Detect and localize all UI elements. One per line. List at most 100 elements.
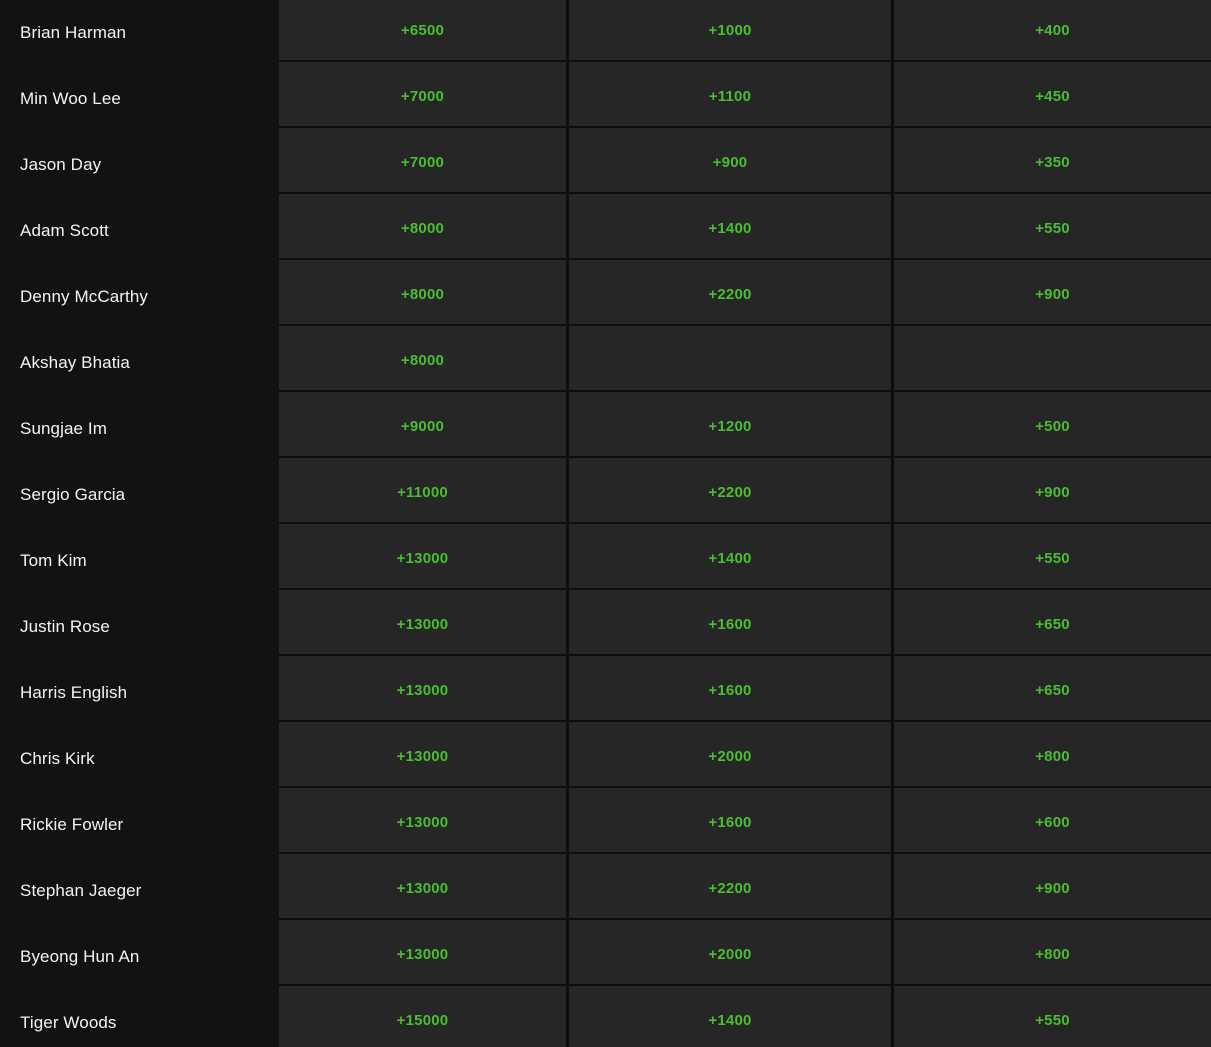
odds-cell[interactable]: +400 [894, 0, 1211, 62]
odds-cell[interactable]: +8000 [279, 194, 566, 260]
odds-value-label: +8000 [400, 285, 445, 303]
odds-value-label: +1600 [708, 813, 752, 831]
odds-cell[interactable]: +1000 [569, 0, 891, 62]
odds-cell[interactable]: +900 [569, 128, 891, 194]
odds-value-label: +13000 [396, 681, 449, 699]
player-row: Chris Kirk [0, 726, 279, 792]
odds-value-label: +1400 [708, 1011, 752, 1029]
player-name-label: Tiger Woods [20, 1013, 117, 1032]
odds-value-label: +2200 [708, 879, 752, 897]
odds-cell[interactable]: +13000 [279, 920, 566, 986]
odds-value-label: +13000 [396, 945, 449, 963]
odds-cell[interactable]: +13000 [279, 722, 566, 788]
odds-cell[interactable]: +13000 [279, 656, 566, 722]
player-name-label: Brian Harman [20, 23, 127, 42]
odds-cell[interactable]: +7000 [279, 128, 566, 194]
odds-cell[interactable]: +1200 [569, 392, 891, 458]
odds-cell[interactable]: +8000 [279, 260, 566, 326]
odds-value-label: +900 [1035, 879, 1070, 897]
odds-cell[interactable]: +500 [894, 392, 1211, 458]
odds-column-3: +400 +450 +350 +550 +900 +500 +900 +550 +650 +650… [894, 0, 1211, 1047]
odds-cell[interactable]: +1600 [569, 590, 891, 656]
player-name-label: Stephan Jaeger [20, 881, 142, 900]
player-name-label: Rickie Fowler [20, 815, 124, 834]
odds-column-2: +1000 +1100 +900 +1400 +2200 +1200 +2200 +1400 +… [569, 0, 891, 1047]
odds-cell-empty [569, 326, 891, 392]
odds-value-label: +8000 [400, 219, 445, 237]
odds-cell[interactable]: +13000 [279, 788, 566, 854]
odds-value-label: +1200 [708, 417, 752, 435]
odds-value-label: +2200 [708, 285, 752, 303]
player-name-label: Adam Scott [20, 221, 109, 240]
odds-cell[interactable]: +550 [894, 986, 1211, 1047]
player-row: Brian Harman [0, 0, 279, 66]
odds-cell[interactable]: +900 [894, 458, 1211, 524]
odds-value-label: +400 [1035, 21, 1070, 39]
odds-value-label: +900 [712, 153, 748, 171]
odds-cell[interactable]: +13000 [279, 524, 566, 590]
odds-cell[interactable]: +650 [894, 590, 1211, 656]
odds-cell[interactable]: +450 [894, 62, 1211, 128]
odds-value-label: +550 [1035, 1011, 1070, 1029]
odds-cell[interactable]: +2200 [569, 854, 891, 920]
odds-value-label: +8000 [400, 351, 445, 369]
odds-cell[interactable]: +8000 [279, 326, 566, 392]
player-row: Jason Day [0, 132, 279, 198]
odds-cell[interactable]: +1400 [569, 524, 891, 590]
player-row: Tom Kim [0, 528, 279, 594]
player-name-label: Harris English [20, 683, 128, 702]
odds-value-label: +900 [1035, 285, 1070, 303]
odds-cell[interactable]: +550 [894, 524, 1211, 590]
odds-cell[interactable]: +9000 [279, 392, 566, 458]
player-name-label: Justin Rose [20, 617, 110, 636]
odds-cell[interactable]: +1600 [569, 788, 891, 854]
odds-cell[interactable]: +900 [894, 854, 1211, 920]
odds-value-label: +7000 [400, 153, 445, 171]
odds-cell[interactable]: +2000 [569, 920, 891, 986]
odds-cell[interactable]: +900 [894, 260, 1211, 326]
odds-cell[interactable]: +800 [894, 722, 1211, 788]
odds-grid: +6500 +7000 +7000 +8000 +8000 +8000 +9000 +1100… [279, 0, 1211, 1047]
player-row: Stephan Jaeger [0, 858, 279, 924]
odds-cell[interactable]: +15000 [279, 986, 566, 1047]
odds-value-label: +15000 [396, 1011, 449, 1029]
odds-cell[interactable]: +2200 [569, 260, 891, 326]
odds-cell[interactable]: +550 [894, 194, 1211, 260]
odds-value-label: +1000 [708, 21, 752, 39]
odds-cell[interactable]: +1400 [569, 194, 891, 260]
odds-cell[interactable]: +1400 [569, 986, 891, 1047]
odds-cell[interactable]: +1100 [569, 62, 891, 128]
odds-value-label: +13000 [396, 879, 449, 897]
player-row: Adam Scott [0, 198, 279, 264]
odds-cell[interactable]: +650 [894, 656, 1211, 722]
player-row: Min Woo Lee [0, 66, 279, 132]
odds-value-label: +13000 [396, 813, 449, 831]
odds-value-label: +13000 [396, 549, 449, 567]
odds-column-1: +6500 +7000 +7000 +8000 +8000 +8000 +9000 +1100… [279, 0, 566, 1047]
odds-value-label: +11000 [397, 483, 448, 501]
odds-value-label: +650 [1035, 681, 1070, 699]
odds-value-label: +800 [1035, 747, 1070, 765]
odds-cell[interactable]: +1600 [569, 656, 891, 722]
odds-value-label: +1400 [708, 549, 752, 567]
player-row: Akshay Bhatia [0, 330, 279, 396]
odds-cell[interactable]: +600 [894, 788, 1211, 854]
odds-cell[interactable]: +13000 [279, 854, 566, 920]
odds-cell[interactable]: +800 [894, 920, 1211, 986]
odds-value-label: +6500 [400, 21, 445, 39]
odds-cell[interactable]: +2000 [569, 722, 891, 788]
odds-cell[interactable]: +13000 [279, 590, 566, 656]
player-name-label: Jason Day [20, 155, 102, 174]
odds-cell[interactable]: +350 [894, 128, 1211, 194]
odds-value-label: +350 [1035, 153, 1070, 171]
odds-cell[interactable]: +2200 [569, 458, 891, 524]
player-name-label: Sergio Garcia [20, 485, 126, 504]
player-name-label: Akshay Bhatia [20, 353, 130, 372]
odds-cell-empty [894, 326, 1211, 392]
odds-cell[interactable]: +11000 [279, 458, 566, 524]
odds-value-label: +650 [1035, 615, 1070, 633]
odds-cell[interactable]: +6500 [279, 0, 566, 62]
odds-value-label: +1600 [708, 681, 752, 699]
odds-cell[interactable]: +7000 [279, 62, 566, 128]
odds-value-label: +800 [1035, 945, 1070, 963]
